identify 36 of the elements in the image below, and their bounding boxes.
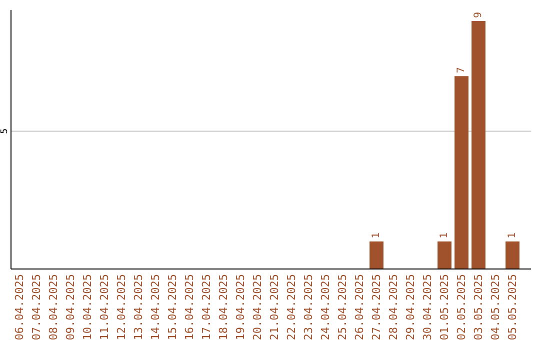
x-tick-label: 04.05.2025 xyxy=(489,274,502,340)
x-tick-label: 09.04.2025 xyxy=(64,274,77,340)
data-label: 9 xyxy=(473,12,484,18)
x-tick-label: 27.04.2025 xyxy=(370,274,383,340)
y-tick-label: 5 xyxy=(0,128,10,134)
x-tick-label: 16.04.2025 xyxy=(183,274,196,340)
x-tick-label: 11.04.2025 xyxy=(98,274,111,340)
x-tick-label: 05.05.2025 xyxy=(506,274,519,340)
x-tick-label: 08.04.2025 xyxy=(47,274,60,340)
x-tick-label: 25.04.2025 xyxy=(336,274,349,340)
x-tick-label: 15.04.2025 xyxy=(166,274,179,340)
x-tick-label: 28.04.2025 xyxy=(387,274,400,340)
x-tick-label: 29.04.2025 xyxy=(404,274,417,340)
x-tick-label: 13.04.2025 xyxy=(132,274,145,340)
x-tick-label: 12.04.2025 xyxy=(115,274,128,340)
data-label: 7 xyxy=(456,67,467,74)
x-tick-label: 10.04.2025 xyxy=(81,274,94,340)
x-tick-label: 02.05.2025 xyxy=(455,274,468,340)
x-tick-label: 17.04.2025 xyxy=(200,274,213,340)
x-tick-label: 30.04.2025 xyxy=(421,274,434,340)
data-label: 1 xyxy=(439,232,450,238)
x-tick-label: 22.04.2025 xyxy=(285,274,298,340)
x-tick-label: 01.05.2025 xyxy=(438,274,451,340)
x-tick-label: 03.05.2025 xyxy=(472,274,485,340)
data-label: 1 xyxy=(507,232,518,238)
x-tick-label: 23.04.2025 xyxy=(302,274,315,340)
x-tick-label: 24.04.2025 xyxy=(319,274,332,340)
x-tick-label: 14.04.2025 xyxy=(149,274,162,340)
x-tick-label: 21.04.2025 xyxy=(268,274,281,340)
x-tick-label: 20.04.2025 xyxy=(251,274,264,340)
x-tick-label: 26.04.2025 xyxy=(353,274,366,340)
x-tick-label: 07.04.2025 xyxy=(30,274,43,340)
x-tick-label: 06.04.2025 xyxy=(13,274,26,340)
x-tick-label: 18.04.2025 xyxy=(217,274,230,340)
x-tick-label: 19.04.2025 xyxy=(234,274,247,340)
data-label: 1 xyxy=(371,232,382,238)
